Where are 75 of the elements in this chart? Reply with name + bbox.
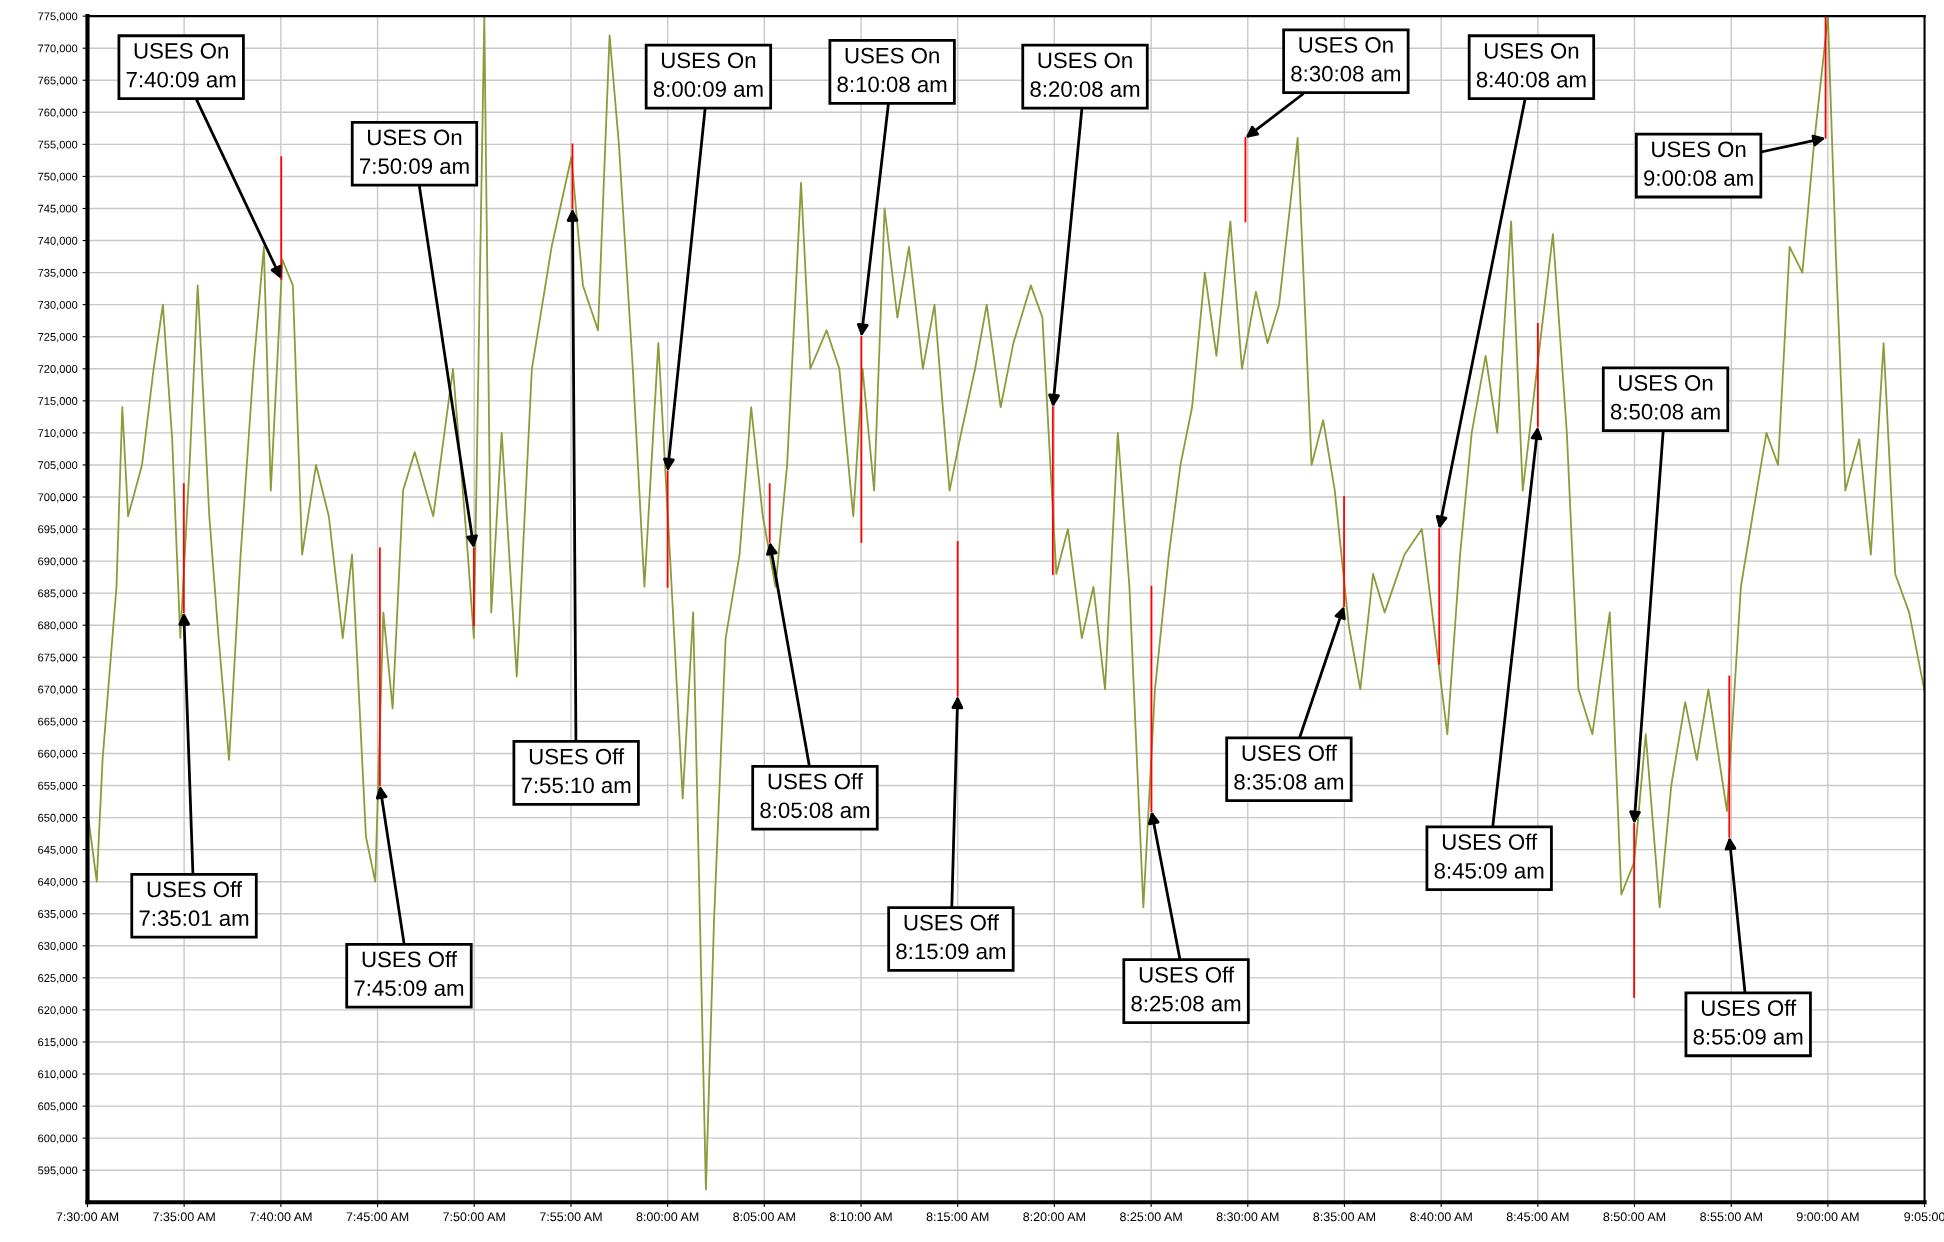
x-tick-label: 8:35:00 AM <box>1313 1212 1376 1222</box>
y-tick-label: 740,000 <box>38 236 78 246</box>
y-tick-label: 775,000 <box>38 12 78 22</box>
x-tick-label: 7:45:00 AM <box>346 1212 409 1222</box>
y-tick-label: 650,000 <box>38 813 78 824</box>
x-tick-label: 8:55:00 AM <box>1700 1212 1762 1222</box>
y-tick-label: 670,000 <box>38 685 78 695</box>
x-tick-label: 8:00:00 AM <box>636 1212 699 1222</box>
y-tick-label: 620,000 <box>38 1006 78 1016</box>
x-tick-label: 7:40:00 AM <box>249 1212 312 1222</box>
annotation: USES Off 8:25:08 am <box>1131 966 1241 1012</box>
y-tick-label: 655,000 <box>38 781 78 791</box>
y-tick-label: 710,000 <box>38 429 78 439</box>
x-tick-label: 8:15:00 AM <box>926 1212 989 1222</box>
y-tick-label: 640,000 <box>38 877 78 888</box>
annotation: USES On 7:50:09 am <box>360 129 469 175</box>
annotation: USES Off 8:35:08 am <box>1234 744 1344 790</box>
annotation: USES On 9:00:08 am <box>1644 141 1753 186</box>
x-tick-label: 8:10:00 AM <box>829 1212 892 1222</box>
y-tick-label: 735,000 <box>38 268 78 279</box>
annotation: USES On 8:00:09 am <box>653 52 763 97</box>
x-tick-label: 7:55:00 AM <box>539 1212 602 1222</box>
y-tick-label: 750,000 <box>38 172 78 182</box>
y-tick-label: 595,000 <box>38 1166 78 1176</box>
y-tick-label: 665,000 <box>38 717 78 727</box>
y-tick-label: 755,000 <box>38 140 78 150</box>
y-tick-label: 600,000 <box>38 1134 78 1144</box>
y-tick-label: 720,000 <box>38 365 78 375</box>
y-tick-label: 705,000 <box>38 461 78 471</box>
x-tick-label: 9:00:00 AM <box>1796 1212 1859 1222</box>
x-tick-label: 8:40:00 AM <box>1410 1212 1472 1222</box>
annotation: USES On 8:50:08 am <box>1610 375 1720 420</box>
x-tick-label: 7:30:00 AM <box>56 1212 119 1222</box>
annotation: USES On 8:20:08 am <box>1030 52 1140 97</box>
annotation: USES Off 7:35:01 am <box>139 881 249 927</box>
y-tick-label: 660,000 <box>38 749 78 759</box>
annotation: USES Off 7:55:10 am <box>521 748 631 794</box>
y-tick-label: 605,000 <box>38 1102 78 1112</box>
y-tick-label: 770,000 <box>38 44 78 54</box>
y-tick-label: 765,000 <box>38 76 78 86</box>
annotation: USES Off 8:15:09 am <box>896 914 1006 960</box>
x-tick-label: 7:35:00 AM <box>153 1212 215 1222</box>
y-tick-label: 635,000 <box>38 910 78 920</box>
annotation: USES Off 8:45:09 am <box>1434 833 1544 879</box>
y-tick-label: 715,000 <box>38 397 78 407</box>
y-tick-label: 610,000 <box>38 1070 78 1080</box>
annotation: USES On 8:40:08 am <box>1476 42 1586 88</box>
x-tick-label: 8:20:00 AM <box>1023 1212 1085 1222</box>
x-tick-label: 7:50:00 AM <box>443 1212 505 1222</box>
x-tick-label: 8:25:00 AM <box>1120 1212 1182 1222</box>
y-tick-label: 615,000 <box>38 1038 78 1048</box>
x-tick-label: 8:05:00 AM <box>733 1212 795 1222</box>
y-tick-label: 700,000 <box>38 493 78 503</box>
y-tick-label: 745,000 <box>38 204 78 214</box>
y-tick-label: 680,000 <box>38 621 78 631</box>
y-tick-label: 725,000 <box>38 332 78 343</box>
annotation: USES Off 8:55:09 am <box>1693 999 1803 1045</box>
annotation: USES Off 7:45:09 am <box>354 950 464 997</box>
x-tick-label: 8:30:00 AM <box>1216 1212 1279 1222</box>
annotation: USES On 8:30:08 am <box>1291 37 1401 82</box>
y-tick-label: 760,000 <box>38 108 78 118</box>
y-tick-label: 730,000 <box>38 300 78 311</box>
x-tick-label: 8:45:00 AM <box>1506 1212 1569 1222</box>
x-tick-label: 8:50:00 AM <box>1603 1212 1666 1222</box>
y-tick-label: 625,000 <box>38 974 78 984</box>
annotation: USES On 8:10:08 am <box>837 47 947 93</box>
x-tick-label: 9:05:00 <box>1904 1212 1944 1222</box>
annotation: USES Off 8:05:08 am <box>760 773 870 819</box>
y-tick-label: 695,000 <box>38 525 78 535</box>
y-tick-label: 690,000 <box>38 557 78 567</box>
y-tick-label: 645,000 <box>38 845 78 856</box>
y-tick-label: 630,000 <box>38 942 78 952</box>
annotation: USES On 7:40:09 am <box>126 42 236 88</box>
y-tick-label: 685,000 <box>38 589 78 599</box>
y-tick-label: 675,000 <box>38 653 78 663</box>
